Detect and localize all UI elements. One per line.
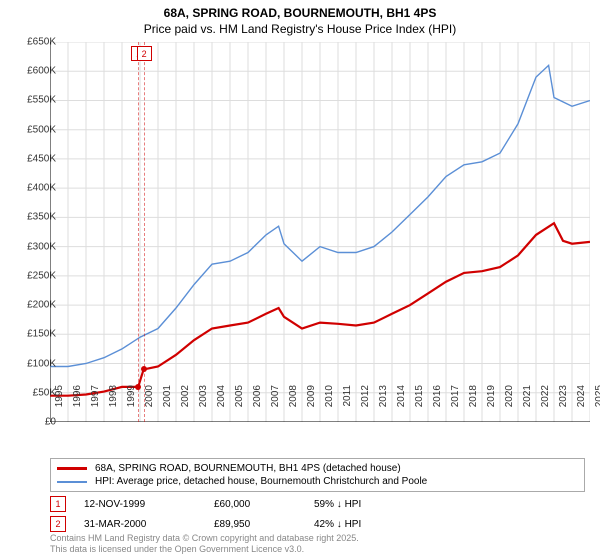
event-date: 12-NOV-1999 [84, 499, 214, 510]
x-tick-label: 2007 [270, 385, 281, 425]
legend-line-icon [57, 481, 87, 483]
x-tick-label: 2008 [288, 385, 299, 425]
event-number: 1 [50, 496, 66, 512]
marker-line [144, 42, 145, 422]
event-row: 2 31-MAR-2000£89,95042% ↓ HPI [50, 514, 585, 534]
x-tick-label: 2017 [450, 385, 461, 425]
y-tick-label: £500K [27, 124, 56, 135]
x-tick-label: 1997 [90, 385, 101, 425]
event-date: 31-MAR-2000 [84, 519, 214, 530]
x-tick-label: 2009 [306, 385, 317, 425]
x-tick-label: 1999 [126, 385, 137, 425]
footer-line2: This data is licensed under the Open Gov… [50, 544, 359, 555]
footer-line1: Contains HM Land Registry data © Crown c… [50, 533, 359, 544]
event-diff: 59% ↓ HPI [314, 499, 444, 510]
y-tick-label: £200K [27, 300, 56, 311]
x-tick-label: 2019 [486, 385, 497, 425]
x-tick-label: 2025 [594, 385, 600, 425]
y-tick-label: £400K [27, 183, 56, 194]
x-tick-label: 2005 [234, 385, 245, 425]
event-price: £60,000 [214, 499, 314, 510]
x-tick-label: 2006 [252, 385, 263, 425]
x-tick-label: 2002 [180, 385, 191, 425]
x-tick-label: 2014 [396, 385, 407, 425]
event-table: 1 12-NOV-1999£60,00059% ↓ HPI 2 31-MAR-2000… [50, 494, 585, 534]
x-tick-label: 2015 [414, 385, 425, 425]
y-tick-label: £350K [27, 212, 56, 223]
x-tick-label: 2016 [432, 385, 443, 425]
legend-line-icon [57, 467, 87, 470]
legend-label: 68A, SPRING ROAD, BOURNEMOUTH, BH1 4PS (… [95, 463, 401, 474]
y-tick-label: £250K [27, 270, 56, 281]
marker-line [138, 42, 139, 422]
x-tick-label: 2000 [144, 385, 155, 425]
y-tick-label: £50K [33, 387, 56, 398]
chart-title: 68A, SPRING ROAD, BOURNEMOUTH, BH1 4PS [0, 0, 600, 20]
marker-dot [141, 366, 147, 372]
x-tick-label: 1996 [72, 385, 83, 425]
x-tick-label: 2018 [468, 385, 479, 425]
event-number: 2 [50, 516, 66, 532]
legend-label: HPI: Average price, detached house, Bour… [95, 476, 427, 487]
x-tick-label: 2001 [162, 385, 173, 425]
y-tick-label: £550K [27, 95, 56, 106]
y-tick-label: £100K [27, 358, 56, 369]
x-tick-label: 2013 [378, 385, 389, 425]
x-tick-label: 2024 [576, 385, 587, 425]
legend-box: 68A, SPRING ROAD, BOURNEMOUTH, BH1 4PS (… [50, 458, 585, 492]
x-tick-label: 2022 [540, 385, 551, 425]
chart-subtitle: Price paid vs. HM Land Registry's House … [0, 20, 600, 40]
y-tick-label: £300K [27, 241, 56, 252]
footer-text: Contains HM Land Registry data © Crown c… [50, 533, 359, 555]
x-tick-label: 1998 [108, 385, 119, 425]
marker-dot [135, 384, 141, 390]
x-tick-label: 2012 [360, 385, 371, 425]
plot-area [50, 42, 590, 422]
event-diff: 42% ↓ HPI [314, 519, 444, 530]
x-tick-label: 2023 [558, 385, 569, 425]
legend-row: 68A, SPRING ROAD, BOURNEMOUTH, BH1 4PS (… [57, 462, 578, 475]
y-tick-label: £450K [27, 153, 56, 164]
y-tick-label: £150K [27, 329, 56, 340]
x-tick-label: 1995 [54, 385, 65, 425]
x-tick-label: 2004 [216, 385, 227, 425]
x-tick-label: 2020 [504, 385, 515, 425]
x-tick-label: 2021 [522, 385, 533, 425]
x-tick-label: 2010 [324, 385, 335, 425]
event-row: 1 12-NOV-1999£60,00059% ↓ HPI [50, 494, 585, 514]
legend-row: HPI: Average price, detached house, Bour… [57, 475, 578, 488]
y-tick-label: £650K [27, 37, 56, 48]
x-tick-label: 2011 [342, 385, 353, 425]
y-tick-label: £600K [27, 66, 56, 77]
chart-container: 68A, SPRING ROAD, BOURNEMOUTH, BH1 4PS P… [0, 0, 600, 560]
x-tick-label: 2003 [198, 385, 209, 425]
marker-number: 2 [137, 46, 152, 61]
event-price: £89,950 [214, 519, 314, 530]
